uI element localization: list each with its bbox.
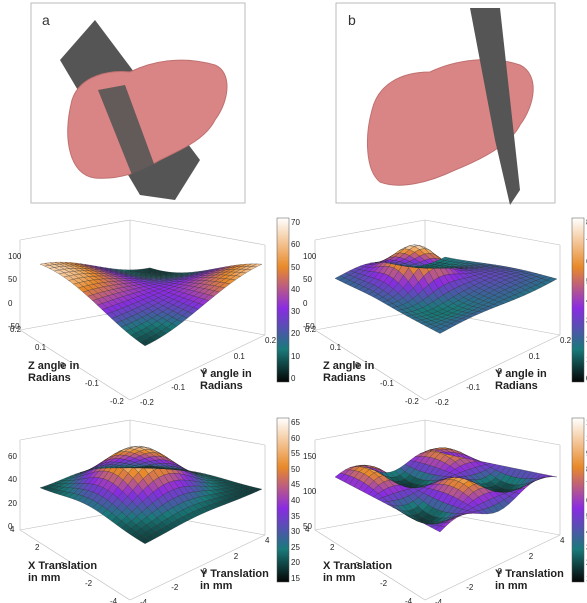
axis-box <box>20 420 130 440</box>
z-tick-label: 20 <box>8 499 17 508</box>
colorbar-tick-label: 30 <box>291 307 300 316</box>
x-tick-label: 0.1 <box>35 343 46 352</box>
x-tick-label: -4 <box>405 597 412 603</box>
y-tick-label: -0.1 <box>171 383 185 392</box>
colorbar <box>572 418 584 582</box>
y-tick-label: -4 <box>140 598 147 603</box>
colorbar-tick-label: 60 <box>291 240 300 249</box>
z-tick-label: 100 <box>303 487 316 496</box>
z-tick-label: 100 <box>303 252 316 261</box>
x-tick-label: 0.2 <box>10 325 21 334</box>
x-tick-label: 0.2 <box>305 325 316 334</box>
colorbar-tick-label: 0 <box>291 374 295 383</box>
colorbar-tick-label: 30 <box>291 527 300 536</box>
y-tick-label: 0.1 <box>234 352 245 361</box>
y-tick-label: 2 <box>234 552 238 561</box>
x-tick-label: 4 <box>10 525 14 534</box>
y-tick-label: -4 <box>435 598 442 603</box>
x-tick-label: 4 <box>305 525 309 534</box>
colorbar-tick-label: 65 <box>291 418 300 427</box>
colorbar-tick-label: 50 <box>291 263 300 272</box>
axis-label: Z angle in Radians <box>323 360 403 384</box>
colorbar-tick-label: 70 <box>291 218 300 227</box>
colorbar-tick-label: 50 <box>291 465 300 474</box>
x-tick-label: 2 <box>35 543 39 552</box>
y-tick-label: 4 <box>560 536 564 545</box>
colorbar <box>277 418 289 582</box>
colorbar-tick-label: 20 <box>291 329 300 338</box>
z-tick-label: 150 <box>303 452 316 461</box>
panel-label: b <box>348 12 356 28</box>
axis-box <box>425 220 560 245</box>
z-tick-label: 0 <box>303 299 307 308</box>
axis-label: Y Translation in mm <box>200 568 280 592</box>
axis-box <box>425 420 560 445</box>
colorbar-tick-label: 10 <box>291 352 300 361</box>
colorbar-tick-label: 35 <box>291 512 300 521</box>
x-tick-label: 2 <box>330 543 334 552</box>
y-tick-label: 0.2 <box>265 336 276 345</box>
axis-label: X Translation in mm <box>28 560 108 584</box>
x-tick-label: -0.2 <box>405 397 419 406</box>
y-tick-label: -0.2 <box>140 398 154 407</box>
colorbar-tick-label: 45 <box>291 480 300 489</box>
colorbar-tick-label: 15 <box>291 574 300 583</box>
axis-label: Y angle in Radians <box>495 368 575 392</box>
axis-box <box>315 420 425 440</box>
axis-box <box>130 420 265 445</box>
axis-label: Y Translation in mm <box>495 568 575 592</box>
colorbar <box>572 218 584 382</box>
x-tick-label: 0.1 <box>330 343 341 352</box>
y-tick-label: -2 <box>466 583 473 592</box>
colorbar <box>277 218 289 382</box>
x-tick-label: -4 <box>110 597 117 603</box>
z-tick-label: 0 <box>8 299 12 308</box>
colorbar-tick-label: 40 <box>291 496 300 505</box>
z-tick-label: 40 <box>8 475 17 484</box>
y-tick-label: 0.1 <box>529 352 540 361</box>
axis-box <box>315 220 425 240</box>
z-tick-label: 50 <box>8 275 17 284</box>
y-tick-label: -0.1 <box>466 383 480 392</box>
axis-label: Y angle in Radians <box>200 368 280 392</box>
axis-box <box>20 220 130 240</box>
colorbar-tick-label: 60 <box>291 434 300 443</box>
y-tick-label: -0.2 <box>435 398 449 407</box>
y-tick-label: 2 <box>529 552 533 561</box>
x-tick-label: -0.2 <box>110 397 124 406</box>
colorbar-tick-label: 55 <box>291 449 300 458</box>
colorbar-tick-label: 40 <box>291 285 300 294</box>
axis-label: Z angle in Radians <box>28 360 108 384</box>
panel-label: a <box>42 12 50 28</box>
axis-box <box>130 220 265 245</box>
y-tick-label: 0.2 <box>560 336 571 345</box>
figure: a b 100500-500.20.10-0.1-0.2-0.2-0.100.1… <box>0 0 587 603</box>
colorbar-tick-label: 20 <box>291 558 300 567</box>
z-tick-label: 60 <box>8 452 17 461</box>
z-tick-label: 100 <box>8 252 21 261</box>
y-tick-label: 4 <box>265 536 269 545</box>
axis-label: X Translation in mm <box>323 560 403 584</box>
colorbar-tick-label: 25 <box>291 543 300 552</box>
y-tick-label: -2 <box>171 583 178 592</box>
z-tick-label: 50 <box>303 275 312 284</box>
